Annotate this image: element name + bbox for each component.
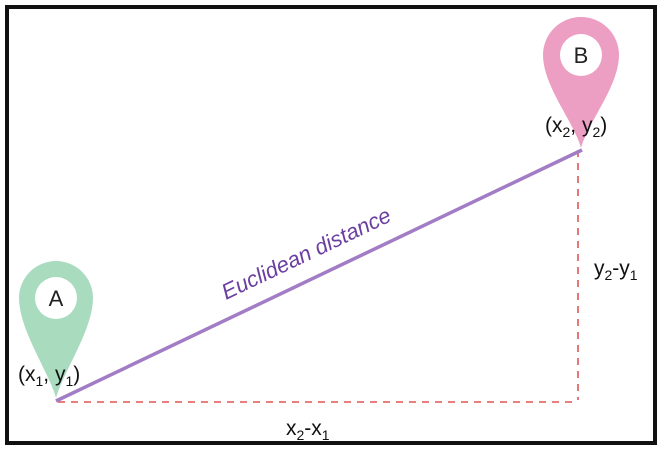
pin-b-center	[560, 34, 602, 76]
pin-a-label: A	[49, 286, 64, 311]
pin-a: A	[19, 261, 93, 398]
pin-a-center	[35, 277, 77, 319]
pin-b-label: B	[574, 43, 589, 68]
euclidean-distance-line	[55, 148, 583, 403]
vertical-difference-label: y2-y1	[594, 257, 638, 283]
diagram-frame	[5, 5, 657, 445]
pin-b: B	[543, 17, 619, 148]
point-b-coordinates: (x2, y2)	[545, 114, 607, 140]
horizontal-difference-label: x2-x1	[286, 417, 330, 443]
point-a-coordinates: (x1, y1)	[18, 363, 80, 389]
